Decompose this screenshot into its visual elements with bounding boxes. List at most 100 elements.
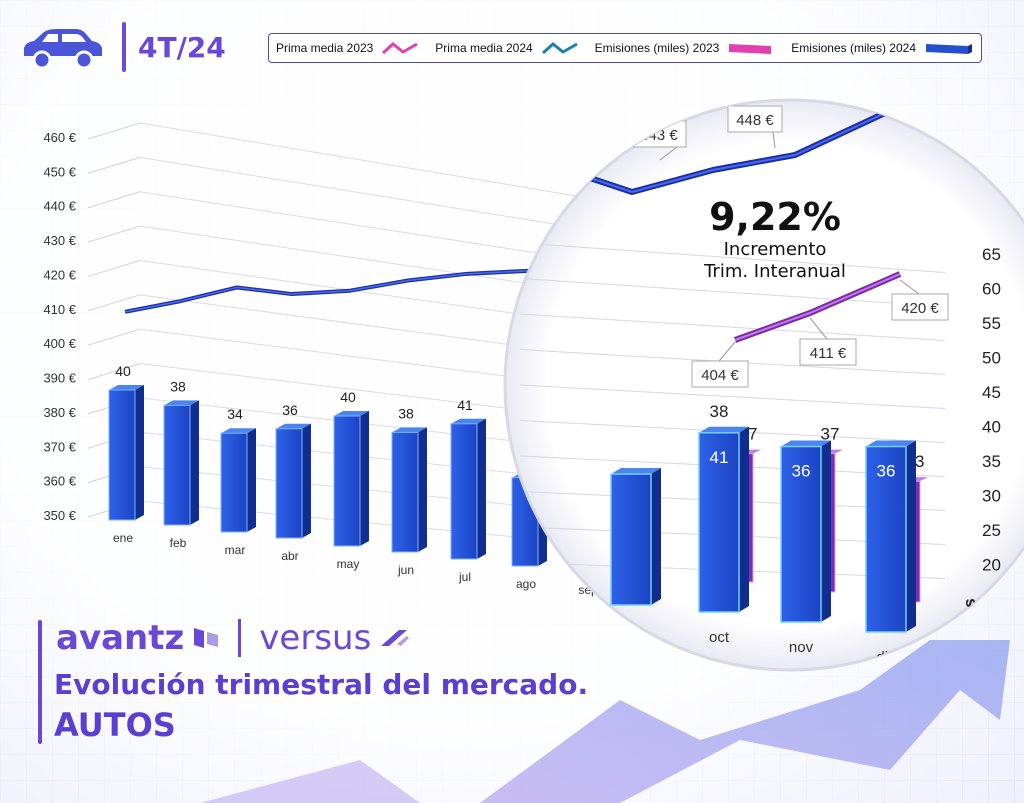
legend-line-pink-icon xyxy=(382,42,419,55)
callout-label-2024: 448 € xyxy=(736,112,774,129)
lens-gridline xyxy=(519,242,946,273)
category-label: ago xyxy=(516,577,536,591)
versus-logo: versus xyxy=(259,618,372,658)
bar-value-label: 40 xyxy=(115,363,131,379)
gridline-diag xyxy=(87,363,141,381)
gridline-diag xyxy=(87,156,141,174)
bar-value-label-2023: 37 xyxy=(821,425,840,444)
arrow-decor-2 xyxy=(480,640,1010,803)
callout-leader xyxy=(899,279,920,295)
bar-2024 xyxy=(220,432,248,533)
callout-label-2023: 404 € xyxy=(701,367,739,384)
bar-2024 xyxy=(450,423,478,560)
callout-leader xyxy=(659,146,678,161)
bar-side-2024 xyxy=(906,440,916,632)
left-axis-tick: 390 € xyxy=(43,371,76,386)
callout-leader xyxy=(772,131,776,149)
category-label: jun xyxy=(397,563,414,577)
arrow-decor-1 xyxy=(200,760,420,803)
bar-2024-lens xyxy=(780,445,822,623)
increment-value: 9,22% xyxy=(709,195,841,239)
bar-side xyxy=(302,423,311,538)
callout-box xyxy=(727,105,783,133)
callout-label-2024: 443 € xyxy=(640,127,678,144)
bar-top xyxy=(164,400,199,406)
bar-value-label: 41 xyxy=(457,397,473,413)
category-label: feb xyxy=(170,536,187,550)
bar-2024 xyxy=(275,428,303,539)
gridline-diag xyxy=(87,122,141,140)
right-axis-label: miles xyxy=(960,598,979,641)
chart-legend: Prima media 2023 Prima media 2024 Emisio… xyxy=(268,33,982,63)
bar-inner-label: 36 xyxy=(877,462,896,481)
gridline-diag xyxy=(87,259,141,277)
brand-accent-bar xyxy=(38,620,42,744)
legend-label: Emisiones (miles) 2023 xyxy=(594,41,720,55)
brand-separator xyxy=(238,619,242,657)
bar-value-label: 36 xyxy=(282,402,298,418)
car-icon xyxy=(24,29,102,70)
lens-line-prima-2023-highlight xyxy=(734,273,901,341)
left-axis-tick: 460 € xyxy=(43,130,76,145)
right-axis-tick: 65 xyxy=(982,245,1001,264)
bar-top-2024 xyxy=(781,440,831,447)
lens-category-label: oct xyxy=(709,629,730,646)
right-axis-tick: 45 xyxy=(982,383,1001,402)
bar-side xyxy=(418,427,427,552)
gridline xyxy=(139,156,601,232)
brand-logos: avantz versus xyxy=(56,616,411,660)
left-axis-tick: 400 € xyxy=(43,336,76,351)
bar-side xyxy=(477,418,486,559)
right-axis-tick: 50 xyxy=(982,349,1001,368)
avantz-logo-icon xyxy=(194,628,219,648)
bar-side-2024 xyxy=(739,426,749,612)
category-label: abr xyxy=(281,549,298,563)
legend-item-emisiones-2024: Emisiones (miles) 2024 xyxy=(791,41,974,55)
highlight-box: 9,22% Incremento Trim. Interanual xyxy=(660,195,890,283)
zoom-lens-layer: 65605550454035302520miles37373338413636o… xyxy=(503,98,1024,672)
callout-box xyxy=(691,360,749,388)
lens-line-prima-2024-highlight xyxy=(559,112,886,194)
callout-leader xyxy=(718,341,736,362)
header-divider xyxy=(122,22,126,72)
category-label: ene xyxy=(113,531,133,545)
bar-2024-lens xyxy=(865,445,907,633)
lens-category-label: nov xyxy=(789,639,814,656)
gridline-diag xyxy=(87,294,141,312)
callout-box xyxy=(799,338,857,366)
avantz-logo: avantz xyxy=(56,618,185,658)
right-axis-tick: 20 xyxy=(982,556,1001,575)
line-prima-2024-highlight xyxy=(124,270,591,313)
gridline xyxy=(139,191,601,264)
callout-label-2023: 411 € xyxy=(810,345,847,362)
right-axis-tick: 55 xyxy=(982,314,1001,333)
bar-side-2024 xyxy=(651,468,661,605)
bar-value-label: 38 xyxy=(170,378,186,394)
branding: avantz versus Evolución trimestral del m… xyxy=(38,616,638,746)
left-axis-tick: 380 € xyxy=(43,405,76,420)
legend-bar-pink-icon xyxy=(729,44,772,54)
left-axis-tick: 410 € xyxy=(43,302,76,317)
bar-side xyxy=(135,385,144,520)
bar-top xyxy=(392,427,427,433)
legend-label: Emisiones (miles) 2024 xyxy=(791,41,916,55)
legend-item-prima-2024: Prima media 2024 xyxy=(435,41,580,55)
bar-top-2024 xyxy=(611,468,661,475)
bar-2024 xyxy=(391,431,419,553)
bar-top xyxy=(276,423,311,429)
category-label: jul xyxy=(458,570,471,584)
gridline-diag xyxy=(87,191,141,209)
quarter-label: 4T/24 xyxy=(138,30,226,64)
category-label: may xyxy=(337,557,360,571)
bar-value-label: 40 xyxy=(340,389,356,405)
right-axis-tick: 35 xyxy=(982,452,1001,471)
lens-gridline xyxy=(519,384,946,409)
category-label: mar xyxy=(225,543,246,557)
bar-top-2024 xyxy=(866,440,916,447)
bar-top-2024 xyxy=(699,426,749,433)
bar-side xyxy=(360,411,369,546)
gridline-diag xyxy=(87,225,141,243)
bar-2024 xyxy=(108,389,136,521)
versus-logo-icon xyxy=(381,630,410,646)
bar-2024-lens xyxy=(610,473,652,606)
